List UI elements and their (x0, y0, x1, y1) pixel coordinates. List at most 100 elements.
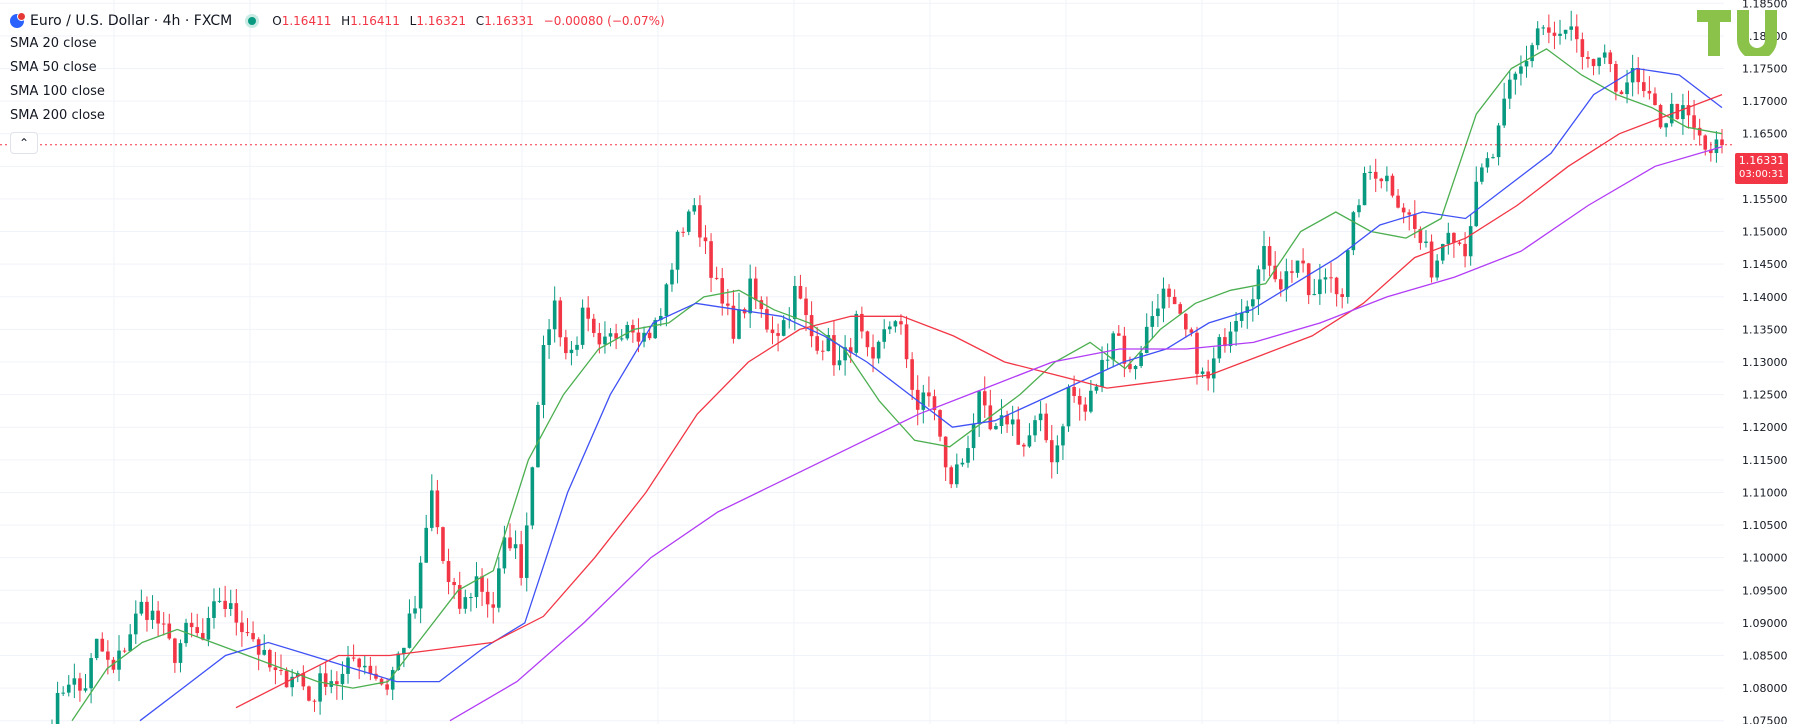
candle-body (429, 490, 434, 528)
candle-body (55, 692, 60, 724)
candle-body (1262, 246, 1266, 270)
candle-body (619, 338, 624, 340)
candle-body (1133, 365, 1138, 370)
price-tick-label: 1.07500 (1742, 715, 1788, 724)
indicator-sma50[interactable]: SMA 50 close (10, 60, 97, 75)
candle-body (1245, 306, 1250, 313)
bar-countdown: 03:00:31 (1739, 169, 1784, 180)
candle-body (256, 639, 261, 655)
candle-body (452, 581, 456, 586)
candle-body (457, 585, 462, 609)
candle-body (323, 673, 328, 687)
candle-body (1681, 105, 1685, 120)
candle-body (173, 638, 177, 663)
candle-body (843, 347, 847, 361)
candle-body (1435, 260, 1439, 278)
candle-body (1066, 386, 1071, 427)
price-tick-label: 1.13500 (1742, 323, 1788, 336)
candle-body (603, 336, 607, 345)
candle-body (692, 205, 697, 212)
candle-body (1306, 263, 1311, 296)
candle-body (731, 305, 736, 339)
candle-body (284, 670, 289, 688)
candle-body (591, 318, 596, 333)
indicator-sma200[interactable]: SMA 200 close (10, 108, 105, 123)
candle-body (1105, 359, 1110, 361)
candle-body (78, 678, 82, 691)
sma20-line (71, 48, 1723, 722)
candle-body (83, 688, 88, 691)
price-tick-label: 1.09500 (1742, 584, 1788, 597)
price-tick-label: 1.14500 (1742, 258, 1788, 271)
candle-body (1558, 33, 1562, 36)
candle-body (580, 307, 585, 345)
chart-legend: Euro / U.S. Dollar · 4h · FXCM O1.16411 … (10, 10, 671, 154)
candle-body (1077, 395, 1082, 405)
candle-body (1569, 26, 1573, 30)
candle-body (1608, 52, 1613, 64)
candle-body (212, 601, 216, 618)
candle-body (552, 300, 557, 330)
candle-body (943, 436, 948, 468)
chevron-up-icon: ⌃ (18, 136, 30, 150)
candle-body (1574, 26, 1579, 40)
candle-body (295, 673, 300, 677)
candle-body (407, 613, 412, 648)
candle-body (318, 673, 322, 702)
candle-body (994, 426, 998, 430)
candle-body (513, 544, 518, 549)
candle-body (245, 632, 250, 634)
candle-body (1005, 415, 1009, 425)
symbol-title[interactable]: Euro / U.S. Dollar · 4h · FXCM (30, 13, 233, 29)
candle-body (899, 321, 903, 325)
candle-body (1156, 308, 1160, 317)
candle-body (262, 649, 267, 655)
price-tick-label: 1.13000 (1742, 356, 1788, 369)
candle-body (1318, 279, 1322, 295)
indicator-sma100[interactable]: SMA 100 close (10, 84, 105, 99)
candle-body (418, 562, 423, 609)
price-axis[interactable]: 1.07500 1.08000 1.08500 1.09000 1.09500 1.100… (1742, 0, 1788, 724)
candle-body (368, 665, 373, 674)
collapse-legend-button[interactable]: ⌃ (10, 132, 38, 154)
candle-body (955, 464, 959, 485)
candle-body (1390, 175, 1395, 196)
candle-body (709, 241, 713, 278)
market-open-icon (248, 17, 257, 25)
candle-body (871, 347, 875, 359)
candle-body (66, 684, 71, 693)
candle-body (145, 601, 149, 620)
candle-body (1273, 265, 1277, 280)
candle-body (837, 360, 842, 366)
price-tick-label: 1.09000 (1742, 617, 1788, 630)
price-tick-label: 1.17500 (1742, 62, 1788, 75)
candle-body (1116, 333, 1121, 336)
candle-body (290, 676, 294, 688)
indicator-sma20[interactable]: SMA 20 close (10, 36, 97, 51)
candle-body (228, 603, 233, 610)
candle-body (575, 344, 579, 350)
candle-body (608, 333, 613, 337)
candle-body (1195, 332, 1199, 374)
candle-body (1714, 139, 1719, 154)
price-tick-label: 1.18500 (1742, 0, 1788, 10)
symbol-row[interactable]: Euro / U.S. Dollar · 4h · FXCM O1.16411 … (10, 10, 671, 32)
candle-body (726, 303, 730, 306)
candle-body (351, 657, 356, 659)
price-tick-label: 1.15500 (1742, 193, 1788, 206)
candle-body (413, 608, 417, 614)
candle-body (424, 527, 429, 563)
candle-body (860, 313, 864, 332)
candle-body (1044, 413, 1048, 441)
candle-body (776, 333, 780, 336)
candle-body (106, 651, 110, 660)
candle-body (793, 285, 797, 320)
candle-body (474, 576, 479, 598)
candle-body (139, 601, 144, 614)
candle-body (217, 600, 222, 602)
candle-body (670, 269, 674, 285)
candle-body (815, 336, 819, 351)
candle-body (977, 391, 981, 424)
candle-body (703, 237, 708, 242)
